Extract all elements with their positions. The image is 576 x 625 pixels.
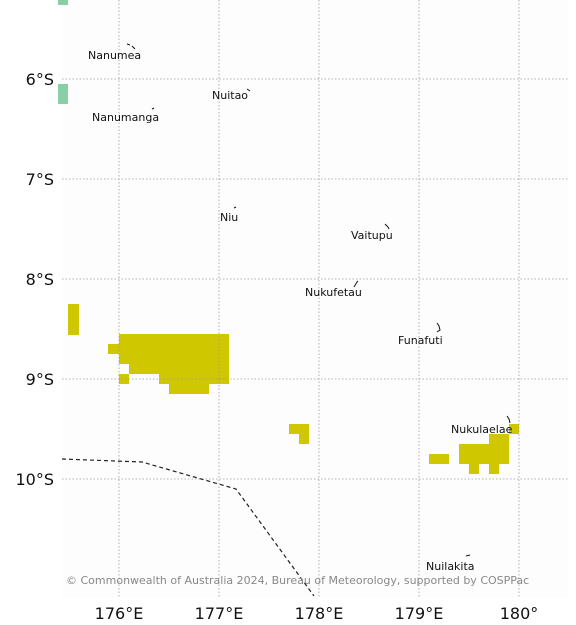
yellow-cell [68, 304, 79, 335]
yellow-cell [108, 344, 119, 354]
lon-label: 180° [500, 604, 539, 623]
island-outline [465, 554, 471, 557]
lat-label: 7°S [26, 170, 54, 189]
island-label-nuitao: Nuitao [212, 89, 248, 102]
yellow-cell [469, 464, 479, 474]
island-outline [151, 107, 155, 110]
maritime-boundary [61, 458, 315, 597]
island-outline [506, 415, 511, 424]
island-outlines [126, 43, 511, 557]
yellow-cell [509, 424, 519, 434]
yellow-cell [459, 444, 509, 464]
lat-label: 6°S [26, 70, 54, 89]
green-cell [58, 0, 68, 5]
yellow-cell [489, 434, 509, 444]
island-labels: Nanumea Nuitao Nanumanga Niu Vaitupu Nuk… [88, 49, 513, 573]
lon-label: 176°E [95, 604, 144, 623]
island-outline [436, 322, 441, 333]
island-label-nanumea: Nanumea [88, 49, 141, 62]
island-outline [126, 43, 136, 50]
lon-label: 179°E [395, 604, 444, 623]
yellow-cell [119, 334, 229, 354]
yellow-cell [289, 424, 309, 434]
island-outline [384, 223, 390, 230]
yellow-cell [119, 354, 229, 364]
island-label-nuilakita: Nuilakita [426, 560, 475, 573]
green-cell [58, 84, 68, 104]
island-label-funafuti: Funafuti [398, 334, 443, 347]
yellow-cell [129, 364, 229, 374]
island-label-nukulaelae: Nukulaelae [451, 423, 513, 436]
lat-label: 10°S [15, 470, 54, 489]
credit-text: © Commonwealth of Australia 2024, Bureau… [66, 574, 529, 587]
island-outline [246, 88, 251, 92]
map-background [62, 0, 568, 598]
island-outline [233, 206, 237, 209]
yellow-cell [169, 384, 209, 394]
island-label-niu: Niu [220, 211, 238, 224]
lon-label: 178°E [295, 604, 344, 623]
lat-label: 9°S [26, 370, 54, 389]
graticule [62, 0, 568, 598]
yellow-cell [159, 374, 229, 384]
lon-label: 177°E [195, 604, 244, 623]
yellow-cell [429, 454, 449, 464]
yellow-cell [119, 374, 129, 384]
island-label-nukufetau: Nukufetau [305, 286, 362, 299]
island-label-nanumanga: Nanumanga [92, 111, 159, 124]
anomaly-shading [58, 0, 519, 474]
island-outline [353, 280, 359, 288]
island-label-vaitupu: Vaitupu [351, 229, 393, 242]
lat-label: 8°S [26, 270, 54, 289]
yellow-cell [299, 434, 309, 444]
latitude-labels: 6°S 7°S 8°S 9°S 10°S [15, 70, 54, 489]
yellow-cell [489, 464, 499, 474]
longitude-labels: 176°E 177°E 178°E 179°E 180° [95, 604, 539, 623]
